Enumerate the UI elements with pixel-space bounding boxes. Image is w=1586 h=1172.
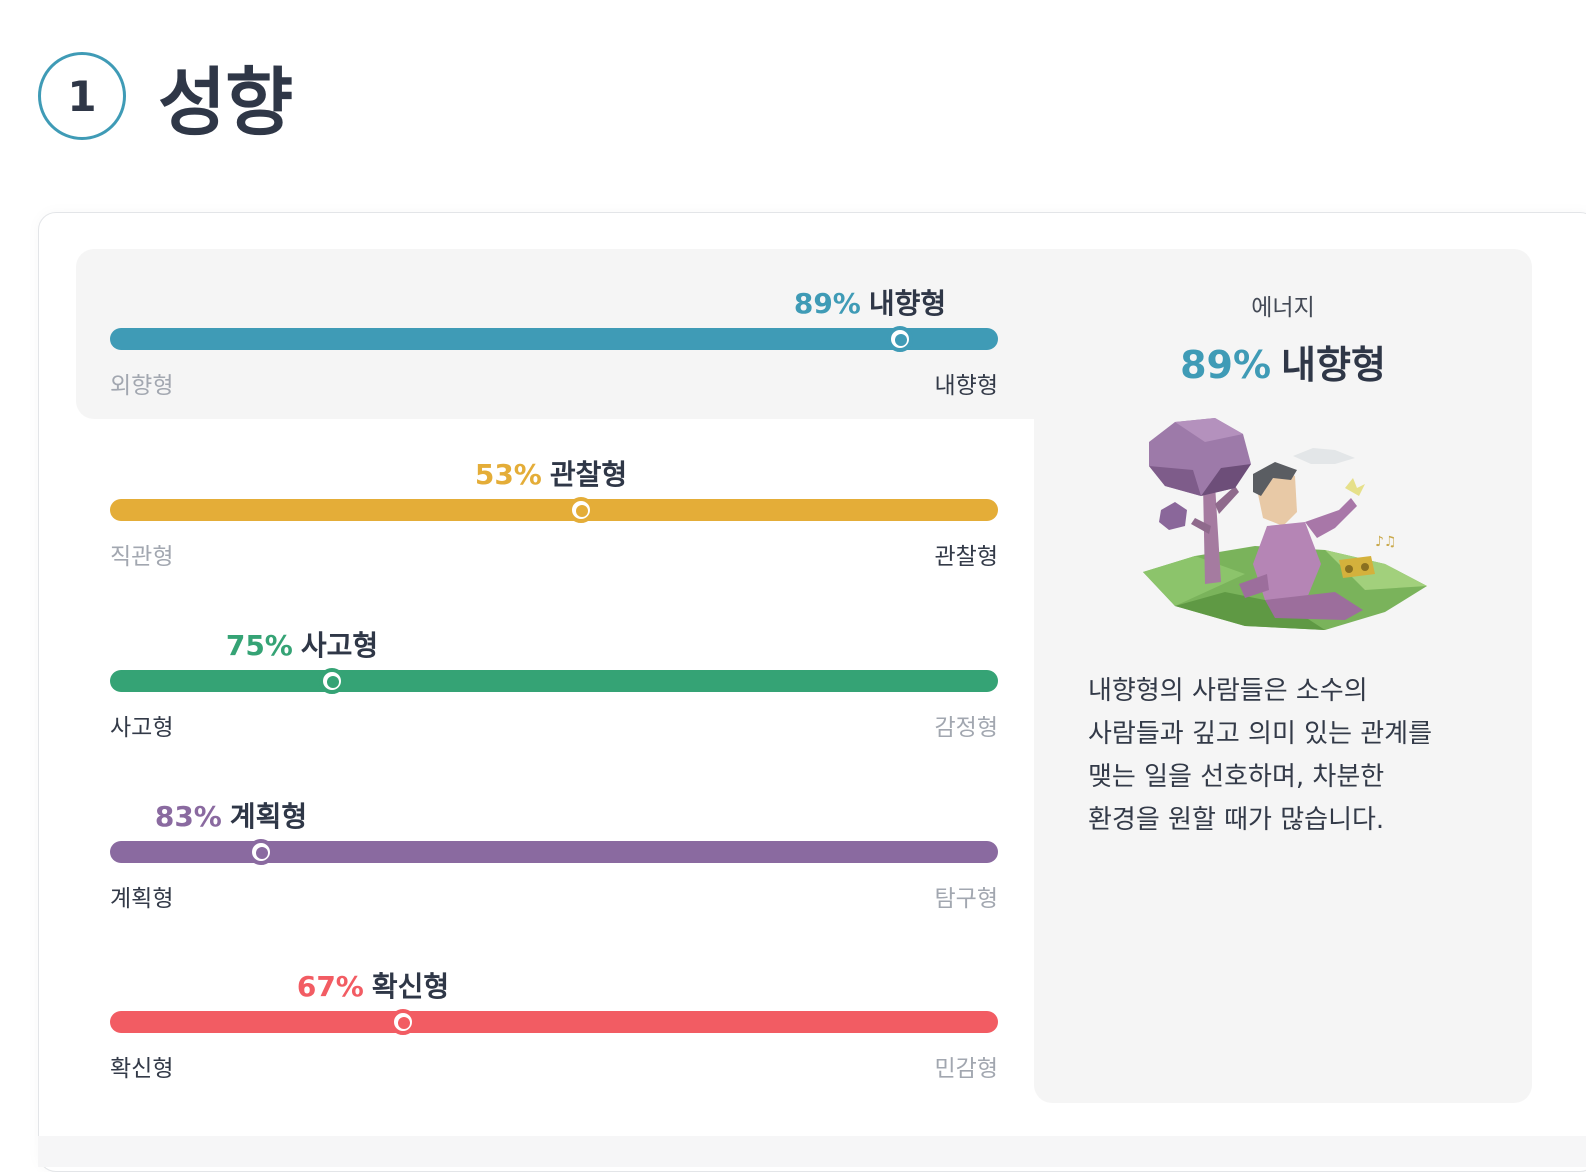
detail-panel bbox=[1034, 249, 1532, 1103]
scale-bar bbox=[110, 841, 998, 863]
scale-knob bbox=[887, 326, 913, 352]
scale-left-label: 직관형 bbox=[110, 544, 174, 570]
scale-type: 관찰형 bbox=[549, 458, 628, 491]
description-line: 환경을 원할 때가 많습니다. bbox=[1088, 805, 1385, 835]
svg-text:♪♫: ♪♫ bbox=[1375, 534, 1397, 550]
scale-bar bbox=[110, 499, 998, 521]
section-number-badge: 1 bbox=[38, 52, 126, 140]
detail-description: 내향형의 사람들은 소수의 사람들과 깊고 의미 있는 관계를 맺는 일을 선호… bbox=[1088, 670, 1488, 842]
scale-left-label: 사고형 bbox=[110, 715, 174, 741]
scale-type: 확신형 bbox=[371, 970, 450, 1003]
scale-value: 67% 확신형 bbox=[297, 965, 449, 1005]
scale-type: 계획형 bbox=[229, 800, 308, 833]
scale-knob bbox=[248, 839, 274, 865]
scale-value: 75% 사고형 bbox=[226, 624, 378, 664]
scale-left-label: 외향형 bbox=[110, 373, 174, 399]
scale-value: 83% 계획형 bbox=[155, 795, 307, 835]
scale-knob bbox=[568, 497, 594, 523]
scale-percent: 75% bbox=[225, 629, 293, 662]
detail-result: 89% 내향형 bbox=[1034, 334, 1532, 389]
scale-percent: 67% bbox=[296, 970, 364, 1003]
scale-percent: 83% bbox=[154, 800, 222, 833]
scale-value: 89% 내향형 bbox=[794, 282, 946, 322]
scale-bar bbox=[110, 1011, 998, 1033]
scale-type: 사고형 bbox=[300, 629, 379, 662]
man-relaxing-under-tree-illustration-icon: ♪♫ bbox=[1143, 418, 1427, 630]
scale-value: 53% 관찰형 bbox=[475, 453, 627, 493]
detail-percent: 89% bbox=[1180, 343, 1272, 387]
scale-right-label: 민감형 bbox=[934, 1056, 998, 1082]
scale-bar bbox=[110, 328, 998, 350]
card-bottom-strip bbox=[38, 1136, 1586, 1167]
scale-right-label: 감정형 bbox=[934, 715, 998, 741]
scale-left-label: 계획형 bbox=[110, 886, 174, 912]
scale-percent: 53% bbox=[474, 458, 542, 491]
description-line: 내향형의 사람들은 소수의 bbox=[1088, 676, 1368, 706]
page-title: 성향 bbox=[158, 59, 293, 146]
scale-knob bbox=[319, 668, 345, 694]
scale-right-label: 탐구형 bbox=[934, 886, 998, 912]
scale-type: 내향형 bbox=[868, 287, 947, 320]
scale-right-label: 관찰형 bbox=[934, 544, 998, 570]
description-line: 사람들과 깊고 의미 있는 관계를 bbox=[1088, 719, 1433, 749]
scale-percent: 89% bbox=[793, 287, 861, 320]
scale-left-label: 확신형 bbox=[110, 1056, 174, 1082]
description-line: 맺는 일을 선호하며, 차분한 bbox=[1088, 762, 1385, 792]
scale-bar bbox=[110, 670, 998, 692]
detail-type: 내향형 bbox=[1281, 343, 1386, 387]
detail-category: 에너지 bbox=[1251, 295, 1315, 321]
section-header: 1 성향 bbox=[38, 48, 293, 146]
scale-knob bbox=[390, 1009, 416, 1035]
scale-right-label: 내향형 bbox=[934, 373, 998, 399]
